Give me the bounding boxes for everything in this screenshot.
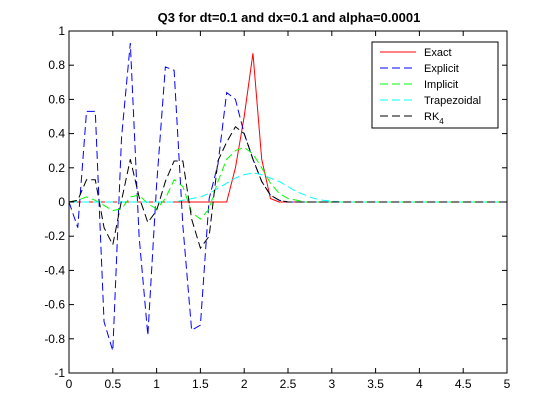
legend-label-explicit: Explicit	[424, 63, 459, 75]
legend: Exact Explicit Implicit Trapezoidal RK4	[371, 41, 499, 129]
legend-box	[371, 41, 499, 129]
series-line-rk4	[68, 126, 507, 250]
x-tick-label: 1.5	[192, 377, 209, 391]
legend-label-trapezoidal: Trapezoidal	[424, 95, 481, 107]
y-tick-label: 1	[58, 24, 65, 38]
x-tick-label: 3	[328, 377, 335, 391]
y-tick-label: -0.6	[44, 298, 65, 312]
x-tick-label: 4.5	[455, 377, 472, 391]
series-group	[68, 42, 507, 351]
x-tick-label: 2.5	[280, 377, 297, 391]
x-tick-label: 3.5	[367, 377, 384, 391]
y-tick-label: 0.2	[48, 161, 65, 175]
legend-label-implicit: Implicit	[424, 79, 458, 91]
series-line-implicit	[68, 146, 507, 220]
y-tick-label: -0.8	[44, 332, 65, 346]
x-tick-label: 2	[241, 377, 248, 391]
y-tick-label: 0.4	[48, 127, 65, 141]
legend-label-exact: Exact	[424, 47, 452, 59]
chart-title: Q3 for dt=0.1 and dx=0.1 and alpha=0.000…	[158, 10, 421, 25]
y-tick-label: 0.8	[48, 58, 65, 72]
y-tick-label: 0.6	[48, 92, 65, 106]
y-tick-label: -1	[54, 366, 65, 380]
axes-group: 0 0.5 1 1.5 2 2.5 3 3.5 4 4.5 5 -1 -0.8 -0.6 -0.4 -0.2 0…	[44, 24, 510, 391]
x-tick-label: 4	[416, 377, 423, 391]
x-tick-label: 0	[66, 377, 73, 391]
y-tick-label: 0	[58, 195, 65, 209]
y-tick-label: -0.4	[44, 263, 65, 277]
x-tick-label: 1	[153, 377, 160, 391]
x-tick-label: 5	[504, 377, 511, 391]
y-tick-label: -0.2	[44, 229, 65, 243]
x-tick-label: 0.5	[104, 377, 121, 391]
legend-label-rk4: RK4	[424, 111, 444, 126]
